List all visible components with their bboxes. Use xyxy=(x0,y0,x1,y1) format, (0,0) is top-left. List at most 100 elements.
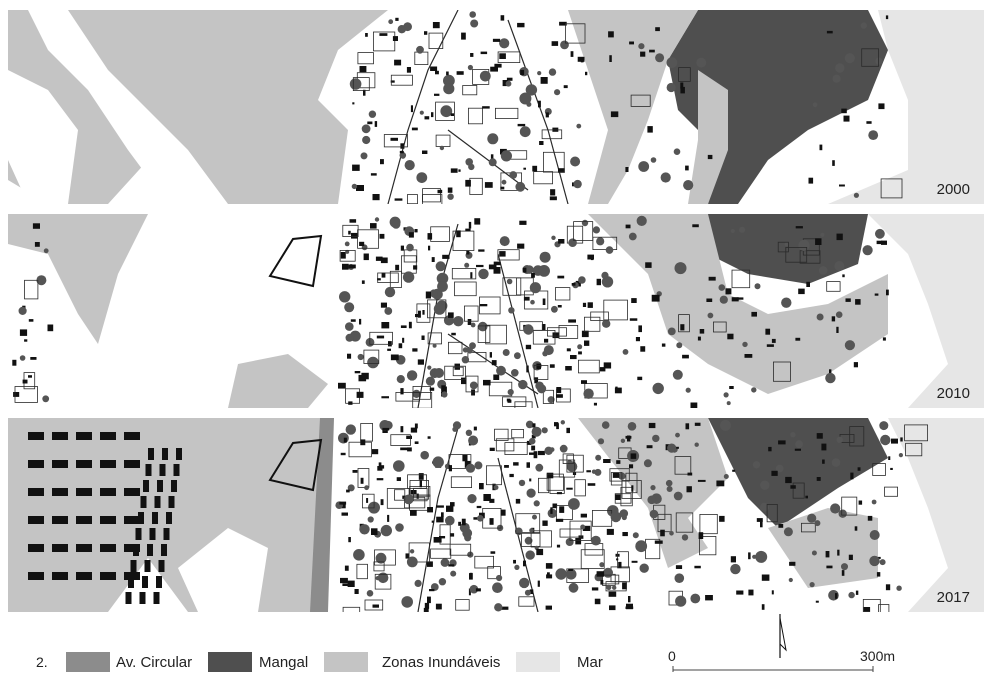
building-mark xyxy=(448,312,454,318)
building-mark xyxy=(798,288,805,295)
building-mark xyxy=(557,275,565,279)
tree-mark xyxy=(809,582,815,588)
building-mark xyxy=(626,603,633,610)
tree-mark xyxy=(468,435,479,446)
building-mark xyxy=(417,359,424,365)
tree-mark xyxy=(841,563,848,571)
building-mark xyxy=(483,494,491,501)
tree-mark xyxy=(543,345,554,356)
building-mark xyxy=(428,245,431,251)
tree-mark xyxy=(466,347,473,354)
mangrove-area xyxy=(708,418,888,528)
building-mark xyxy=(680,82,684,89)
tree-mark xyxy=(853,192,860,198)
plot-outline xyxy=(369,331,393,345)
plot-outline xyxy=(841,496,858,516)
building-mark xyxy=(638,325,642,333)
plot-outline xyxy=(861,48,880,67)
building-mark xyxy=(380,159,384,165)
tree-mark xyxy=(554,89,561,96)
building-mark xyxy=(829,369,832,375)
year-label: 2000 xyxy=(936,181,970,198)
building-mark xyxy=(390,80,395,83)
building-mark xyxy=(379,465,385,469)
building-mark xyxy=(640,346,646,352)
building-mark xyxy=(414,229,418,233)
building-mark xyxy=(427,596,431,604)
building-mark xyxy=(625,167,629,172)
building-mark xyxy=(795,337,801,341)
building-mark xyxy=(517,243,525,249)
tree-mark xyxy=(690,593,701,604)
tree-mark xyxy=(573,179,582,189)
plot-outline xyxy=(363,349,380,364)
building-mark xyxy=(850,472,854,480)
building-mark xyxy=(377,278,381,281)
building-mark xyxy=(629,41,634,45)
tree-mark xyxy=(576,123,582,129)
building-mark xyxy=(526,365,529,373)
housing-block xyxy=(52,544,68,552)
tree-mark xyxy=(838,509,847,518)
tree-mark xyxy=(535,463,544,472)
building-mark xyxy=(448,465,452,472)
building-mark xyxy=(400,245,404,251)
building-mark xyxy=(499,251,506,257)
building-mark xyxy=(682,354,689,359)
building-mark xyxy=(707,154,713,160)
building-mark xyxy=(435,603,442,610)
building-mark xyxy=(761,574,770,581)
housing-block xyxy=(28,516,44,524)
tree-mark xyxy=(360,152,368,160)
building-mark xyxy=(398,343,403,349)
building-mark xyxy=(427,507,433,513)
plot-outline xyxy=(430,548,452,559)
building-mark xyxy=(629,318,638,321)
tree-mark xyxy=(551,235,556,240)
housing-block xyxy=(76,432,92,440)
tree-mark xyxy=(559,444,568,453)
building-mark xyxy=(410,105,413,113)
building-mark xyxy=(697,479,706,482)
plot-outline xyxy=(878,604,890,612)
building-mark xyxy=(536,548,544,556)
flood-zone-area xyxy=(228,354,328,408)
building-mark xyxy=(354,589,359,594)
building-mark xyxy=(532,423,536,428)
building-mark xyxy=(629,464,634,469)
building-mark xyxy=(582,525,591,531)
tree-mark xyxy=(784,242,789,247)
building-mark xyxy=(842,274,845,278)
tree-mark xyxy=(825,372,836,384)
tree-mark xyxy=(619,509,629,518)
plot-outline xyxy=(455,599,470,611)
tree-mark xyxy=(752,461,761,469)
tree-mark xyxy=(499,38,510,49)
tree-mark xyxy=(500,150,512,162)
building-mark xyxy=(651,294,660,302)
building-mark xyxy=(448,564,455,567)
tree-mark xyxy=(652,382,664,395)
building-mark xyxy=(542,520,548,526)
plot-outline xyxy=(448,454,472,469)
plot-outline xyxy=(799,250,821,264)
building-mark xyxy=(716,480,725,487)
tree-mark xyxy=(879,421,889,431)
building-mark xyxy=(748,589,754,596)
tree-mark xyxy=(349,78,362,90)
building-mark xyxy=(378,462,382,467)
tree-mark xyxy=(434,368,444,378)
tree-mark xyxy=(429,289,438,298)
building-mark xyxy=(400,143,405,149)
building-mark xyxy=(554,422,559,427)
plot-outline xyxy=(675,512,694,533)
building-mark xyxy=(351,232,358,239)
tree-mark xyxy=(470,19,479,28)
housing-block xyxy=(176,448,182,460)
housing-block xyxy=(28,460,44,468)
tree-mark xyxy=(496,574,503,582)
tree-mark xyxy=(514,352,521,360)
building-mark xyxy=(566,348,571,352)
tree-mark xyxy=(375,576,380,581)
housing-block xyxy=(154,496,161,508)
